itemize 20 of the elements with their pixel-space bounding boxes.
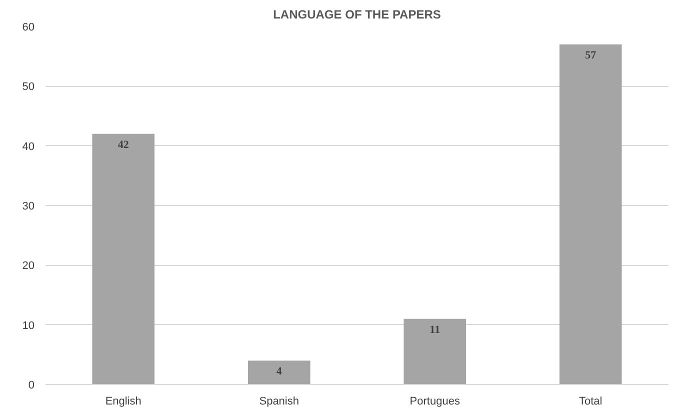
y-tick-label: 30 bbox=[22, 200, 35, 212]
bar bbox=[559, 44, 622, 384]
y-tick-label: 0 bbox=[28, 380, 35, 392]
y-tick-label: 50 bbox=[22, 81, 35, 94]
data-label: 57 bbox=[585, 49, 597, 62]
y-tick-label: 10 bbox=[22, 320, 35, 332]
y-tick-label: 60 bbox=[22, 22, 35, 34]
x-tick-label: Total bbox=[579, 396, 602, 408]
bar bbox=[248, 360, 310, 384]
chart-title: LANGUAGE OF THE PAPERS bbox=[273, 8, 441, 22]
x-tick-label: Portugues bbox=[410, 396, 460, 408]
data-label: 4 bbox=[276, 366, 282, 378]
bar bbox=[404, 318, 466, 384]
x-tick-label: English bbox=[105, 396, 142, 408]
data-label: 42 bbox=[118, 138, 130, 151]
y-tick-label: 20 bbox=[22, 260, 35, 272]
x-tick-label: Spanish bbox=[259, 396, 300, 408]
data-label: 11 bbox=[430, 324, 440, 336]
y-tick-label: 40 bbox=[22, 140, 35, 153]
bar bbox=[92, 134, 155, 384]
